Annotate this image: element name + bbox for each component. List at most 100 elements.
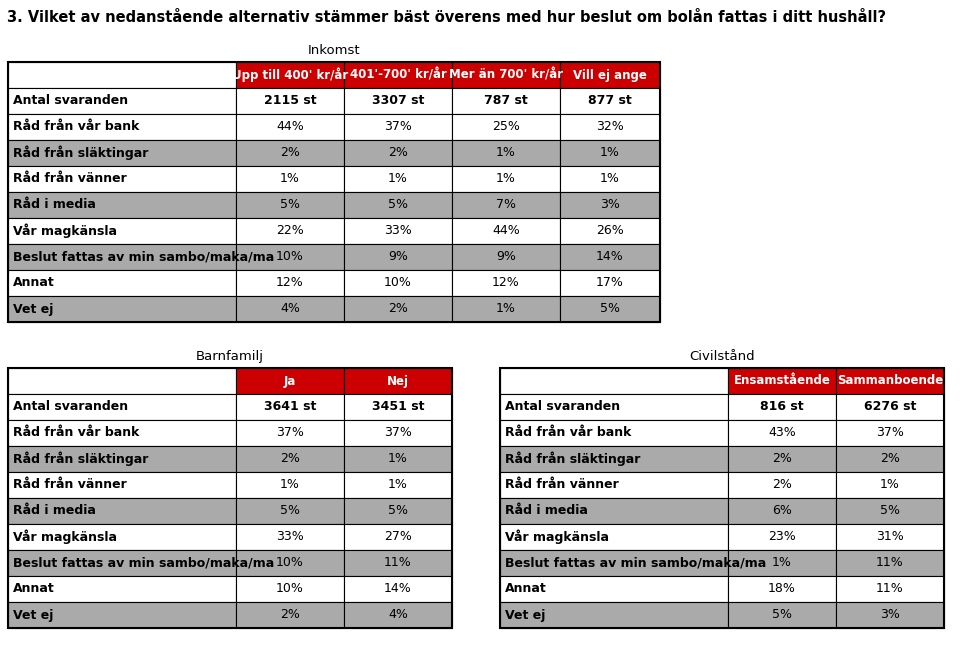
Text: Vet ej: Vet ej bbox=[13, 609, 54, 621]
Bar bbox=[728, 576, 836, 602]
Text: Vet ej: Vet ej bbox=[13, 302, 54, 315]
Text: 1%: 1% bbox=[388, 172, 408, 185]
Bar bbox=[8, 602, 236, 628]
Text: 1%: 1% bbox=[600, 172, 620, 185]
Text: 10%: 10% bbox=[276, 251, 304, 264]
Bar bbox=[8, 192, 236, 218]
Bar bbox=[728, 420, 836, 446]
Bar bbox=[236, 550, 344, 576]
Text: Vår magkänsla: Vår magkänsla bbox=[13, 224, 117, 238]
Text: Sammanboende: Sammanboende bbox=[837, 375, 943, 388]
Bar bbox=[500, 420, 728, 446]
Bar bbox=[728, 602, 836, 628]
Text: Vill ej ange: Vill ej ange bbox=[573, 68, 647, 81]
Text: 32%: 32% bbox=[596, 121, 624, 134]
Bar bbox=[728, 498, 836, 524]
Bar bbox=[500, 394, 728, 420]
Bar bbox=[728, 394, 836, 420]
Bar bbox=[560, 244, 660, 270]
Bar bbox=[344, 368, 452, 394]
Bar bbox=[236, 114, 344, 140]
Bar bbox=[500, 602, 728, 628]
Bar bbox=[344, 192, 452, 218]
Bar bbox=[8, 296, 236, 322]
Text: 787 st: 787 st bbox=[484, 94, 528, 107]
Text: Inkomst: Inkomst bbox=[308, 44, 360, 57]
Bar bbox=[344, 218, 452, 244]
Text: Vår magkänsla: Vår magkänsla bbox=[13, 530, 117, 545]
Text: 3%: 3% bbox=[600, 198, 620, 211]
Bar bbox=[236, 270, 344, 296]
Bar bbox=[836, 576, 944, 602]
Bar bbox=[344, 270, 452, 296]
Text: Vår magkänsla: Vår magkänsla bbox=[505, 530, 609, 545]
Text: 1%: 1% bbox=[496, 147, 516, 160]
Bar bbox=[500, 550, 728, 576]
Bar bbox=[236, 394, 344, 420]
Text: Annat: Annat bbox=[13, 583, 55, 596]
Text: 12%: 12% bbox=[492, 276, 520, 289]
Text: 9%: 9% bbox=[496, 251, 516, 264]
Bar bbox=[452, 140, 560, 166]
Bar bbox=[836, 602, 944, 628]
Text: Råd från vänner: Råd från vänner bbox=[505, 479, 619, 492]
Bar bbox=[236, 62, 344, 88]
Text: 3%: 3% bbox=[880, 609, 900, 621]
Text: 6%: 6% bbox=[772, 505, 792, 517]
Text: Ensamstående: Ensamstående bbox=[733, 375, 830, 388]
Text: Råd i media: Råd i media bbox=[505, 505, 588, 517]
Bar bbox=[236, 472, 344, 498]
Bar bbox=[8, 446, 236, 472]
Bar bbox=[344, 524, 452, 550]
Bar bbox=[236, 602, 344, 628]
Text: 11%: 11% bbox=[876, 583, 904, 596]
Text: Ja: Ja bbox=[284, 375, 297, 388]
Text: 14%: 14% bbox=[384, 583, 412, 596]
Text: Vet ej: Vet ej bbox=[505, 609, 545, 621]
Text: 5%: 5% bbox=[388, 198, 408, 211]
Text: 2%: 2% bbox=[280, 452, 300, 466]
Bar bbox=[560, 62, 660, 88]
Bar bbox=[500, 576, 728, 602]
Text: Råd från släktingar: Råd från släktingar bbox=[505, 452, 640, 466]
Bar bbox=[836, 368, 944, 394]
Text: 2%: 2% bbox=[280, 609, 300, 621]
Text: 4%: 4% bbox=[388, 609, 408, 621]
Text: 33%: 33% bbox=[384, 225, 412, 238]
Text: 31%: 31% bbox=[876, 530, 904, 543]
Text: Råd från vänner: Råd från vänner bbox=[13, 479, 127, 492]
Bar bbox=[560, 270, 660, 296]
Text: Antal svaranden: Antal svaranden bbox=[13, 94, 128, 107]
Text: Civilstånd: Civilstånd bbox=[689, 350, 755, 363]
Bar bbox=[344, 576, 452, 602]
Bar bbox=[8, 140, 236, 166]
Text: 5%: 5% bbox=[600, 302, 620, 315]
Bar bbox=[8, 394, 236, 420]
Text: 3641 st: 3641 st bbox=[264, 401, 316, 413]
Bar bbox=[8, 88, 236, 114]
Text: 2%: 2% bbox=[280, 147, 300, 160]
Bar bbox=[236, 296, 344, 322]
Text: 5%: 5% bbox=[772, 609, 792, 621]
Bar bbox=[836, 524, 944, 550]
Text: 37%: 37% bbox=[384, 121, 412, 134]
Bar bbox=[8, 166, 236, 192]
Bar bbox=[500, 472, 728, 498]
Bar bbox=[728, 446, 836, 472]
Text: 7%: 7% bbox=[496, 198, 516, 211]
Text: Råd från vår bank: Råd från vår bank bbox=[13, 121, 139, 134]
Bar bbox=[236, 446, 344, 472]
Bar bbox=[344, 166, 452, 192]
Text: Nej: Nej bbox=[387, 375, 409, 388]
Text: 1%: 1% bbox=[280, 479, 300, 492]
Text: 1%: 1% bbox=[388, 452, 408, 466]
Text: Råd från vänner: Råd från vänner bbox=[13, 172, 127, 185]
Text: 10%: 10% bbox=[384, 276, 412, 289]
Bar bbox=[8, 550, 236, 576]
Bar bbox=[836, 498, 944, 524]
Bar bbox=[728, 368, 836, 394]
Text: Barnfamilj: Barnfamilj bbox=[196, 350, 264, 363]
Bar bbox=[452, 296, 560, 322]
Text: 37%: 37% bbox=[876, 426, 904, 439]
Bar bbox=[236, 524, 344, 550]
